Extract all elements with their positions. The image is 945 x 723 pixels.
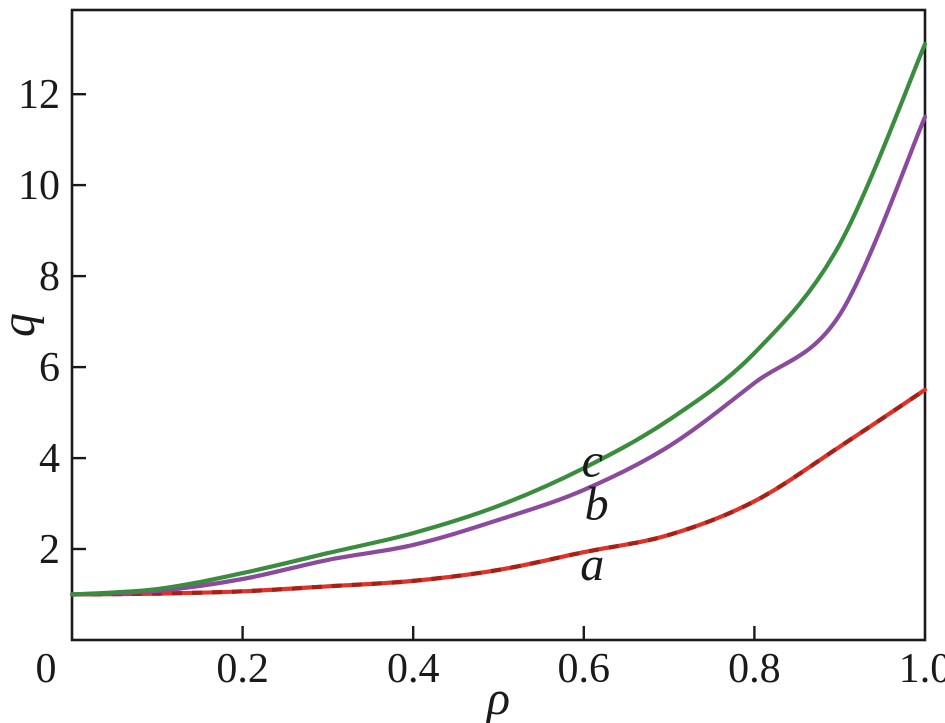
y-tick-label-6: 6 bbox=[39, 345, 60, 391]
x-tick-label-0.4: 0.4 bbox=[387, 646, 440, 692]
y-tick-label-8: 8 bbox=[39, 254, 60, 300]
curve-label-a: a bbox=[580, 538, 604, 591]
plot-frame bbox=[70, 8, 927, 642]
x-tick-label-0.2: 0.2 bbox=[216, 646, 269, 692]
curve-c bbox=[69, 42, 928, 597]
curve-b bbox=[69, 114, 928, 597]
y-tick-label-2: 2 bbox=[39, 527, 60, 573]
curve-a-dash-overlay bbox=[71, 388, 927, 597]
curve-a bbox=[69, 387, 928, 597]
curve-label-c: c bbox=[582, 434, 603, 487]
x-tick-label-1.0: 1.0 bbox=[899, 646, 945, 692]
x-tick-label-0.6: 0.6 bbox=[558, 646, 611, 692]
x-tick-label-0.8: 0.8 bbox=[728, 646, 781, 692]
y-tick-label-10: 10 bbox=[18, 163, 60, 209]
curve-label-b: b bbox=[585, 478, 609, 531]
y-axis-label: q bbox=[0, 313, 45, 337]
x-tick-label-0: 0 bbox=[36, 646, 57, 692]
x-axis-label: ρ bbox=[485, 672, 510, 723]
y-tick-label-12: 12 bbox=[18, 72, 60, 118]
y-tick-label-4: 4 bbox=[39, 436, 60, 482]
